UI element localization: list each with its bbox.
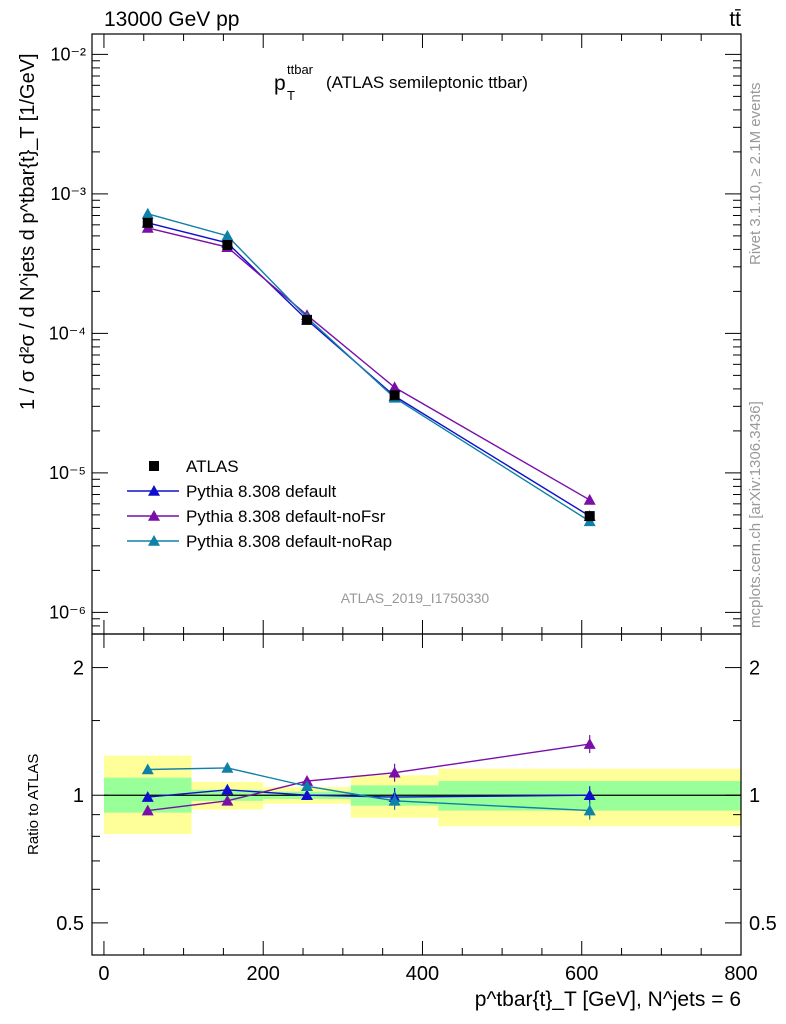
ratio-point-noRap (141, 763, 154, 775)
ratio-xtick-label: 0 (98, 963, 109, 985)
ratio-ytick-label-right: 0.5 (749, 913, 777, 935)
main-ylabel-text: 1 / σ d²σ / d N^jets d p^tbar{t}_T [1/Ge… (17, 53, 39, 410)
header-left-label: 13000 GeV pp (104, 8, 239, 31)
mcplots-side-label: mcplots.cern.ch [arXiv:1306.3436] (747, 401, 764, 628)
main-point-noFsr (583, 493, 596, 505)
ratio-xtick-label: 600 (565, 963, 598, 985)
ratio-xlabel: p^tbar{t}_T [GeV], N^jets = 6 (475, 988, 741, 1011)
plot-title-rest: (ATLAS semileptonic ttbar) (326, 73, 528, 92)
rivet-side-label: Rivet 3.1.10, ≥ 2.1M events (747, 83, 764, 266)
main-point-data (584, 511, 595, 522)
main-ytick-label: 10⁻⁵ (49, 463, 86, 483)
plot-title-sup: ttbar (287, 62, 314, 77)
main-series-data (142, 217, 595, 522)
ratio-point-noFsr (583, 738, 596, 749)
ratio-ytick-label-left: 0.5 (56, 913, 84, 935)
ratio-point-noFsr (141, 804, 154, 816)
ratio-ytick-label-right: 1 (749, 785, 760, 807)
main-point-data (142, 217, 153, 228)
main-point-data (222, 240, 233, 251)
ratio-point-noRap (388, 794, 401, 806)
main-point-noRap (141, 207, 154, 219)
ratio-point-default (301, 789, 314, 801)
ratio-plot: 0.5 0.5 1 1 2 2 0 200 400 600 800 (56, 633, 777, 985)
ratio-point-noFsr (388, 766, 401, 778)
main-point-noFsr (388, 381, 401, 393)
legend-marker (148, 485, 160, 496)
main-ytick-label: 10⁻³ (50, 184, 86, 204)
ratio-series-default (141, 783, 596, 807)
ratio-ytick-label-left: 2 (73, 658, 84, 680)
legend-item-default: Pythia 8.308 default (127, 482, 337, 501)
ratio-point-default (583, 789, 596, 801)
plot-title-sub: T (287, 88, 295, 103)
ratio-point-default (141, 791, 154, 802)
legend-marker (148, 510, 160, 521)
legend-label: Pythia 8.308 default-noRap (186, 532, 392, 551)
legend-item-noFsr: Pythia 8.308 default-noFsr (127, 507, 386, 526)
legend-marker (149, 461, 159, 471)
main-ylabel: 1 / σ d²σ / d N^jets d p^tbar{t}_T [1/Ge… (17, 53, 39, 410)
ratio-point-noRap (583, 804, 596, 816)
legend-label: Pythia 8.308 default (186, 482, 337, 501)
ratio-point-noRap (301, 780, 314, 792)
ratio-xtick-label: 800 (724, 963, 757, 985)
plot-title: p ttbar T (ATLAS semileptonic ttbar) (274, 62, 528, 103)
legend-item-noRap: Pythia 8.308 default-noRap (127, 532, 392, 551)
main-ytick-label: 10⁻² (50, 44, 86, 64)
ratio-ytick-label-right: 2 (749, 658, 760, 680)
ratio-frame (91, 633, 742, 956)
ratio-point-noFsr (221, 794, 234, 806)
ratio-xtick-label: 200 (247, 963, 280, 985)
main-point-data (302, 314, 313, 325)
ratio-ytick-label-left: 1 (73, 785, 84, 807)
main-point-noRap (221, 229, 234, 241)
analysis-label: ATLAS_2019_I1750330 (341, 590, 490, 606)
main-point-data (389, 390, 400, 401)
legend-label: Pythia 8.308 default-noFsr (186, 507, 386, 526)
ratio-point-default (221, 783, 234, 795)
ratio-point-noRap (221, 761, 234, 773)
ratio-ylabel: Ratio to ATLAS (25, 754, 42, 855)
ratio-series-noRap (141, 761, 596, 820)
main-ytick-label: 10⁻⁴ (49, 323, 86, 343)
legend-marker (148, 535, 160, 546)
legend-label: ATLAS (186, 457, 239, 476)
legend-item-data: ATLAS (149, 457, 239, 476)
legend: ATLAS Pythia 8.308 default Pythia 8.308 de… (127, 457, 392, 551)
ratio-xtick-label: 400 (406, 963, 439, 985)
main-ytick-label: 10⁻⁶ (49, 602, 86, 622)
header-right-label: tt̄ (729, 8, 741, 31)
plot-title-main: p (274, 72, 286, 95)
